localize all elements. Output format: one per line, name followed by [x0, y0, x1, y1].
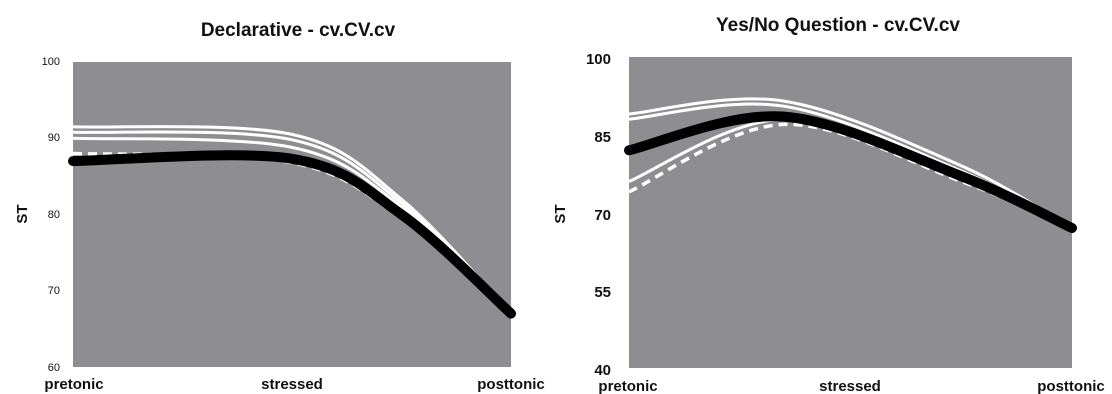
- chart-title: Yes/No Question - cv.CV.cv: [716, 15, 960, 36]
- series-lines: [68, 125, 516, 319]
- y-tick-label: 100: [42, 56, 60, 68]
- chart-panel-yes-no-question: Yes/No Question - cv.CV.cv ST 40 55 70 8…: [552, 15, 1105, 394]
- x-tick-labels: pretonic stressed posttonic: [44, 376, 544, 393]
- y-tick-label: 40: [594, 362, 611, 379]
- y-tick-label: 85: [594, 129, 611, 146]
- series-lines: [624, 97, 1077, 233]
- x-tick-label: stressed: [261, 376, 323, 393]
- y-tick-labels: 60 70 80 90 100: [42, 56, 60, 374]
- chart-panel-declarative: Declarative - cv.CV.cv ST 60 70 80 90 10…: [14, 20, 545, 393]
- x-tick-label: pretonic: [598, 378, 657, 394]
- chart-title: Declarative - cv.CV.cv: [201, 20, 396, 41]
- x-tick-label: posttonic: [477, 376, 545, 393]
- plot-area: [73, 62, 511, 367]
- y-tick-labels: 40 55 70 85 100: [586, 51, 611, 379]
- y-tick-label: 70: [594, 207, 611, 224]
- y-tick-label: 70: [48, 285, 60, 297]
- x-tick-label: pretonic: [44, 376, 103, 393]
- x-tick-labels: pretonic stressed posttonic: [598, 378, 1104, 394]
- y-tick-label: 60: [48, 362, 60, 374]
- series-line-black: [68, 150, 516, 319]
- x-tick-label: stressed: [819, 378, 881, 394]
- y-axis-label: ST: [14, 204, 31, 223]
- y-tick-label: 80: [48, 209, 60, 221]
- x-tick-label: posttonic: [1037, 378, 1105, 394]
- y-tick-label: 55: [594, 284, 611, 301]
- y-tick-label: 100: [586, 51, 611, 68]
- y-axis-label: ST: [552, 204, 569, 223]
- y-tick-label: 90: [48, 132, 60, 144]
- series-line-black: [624, 111, 1077, 233]
